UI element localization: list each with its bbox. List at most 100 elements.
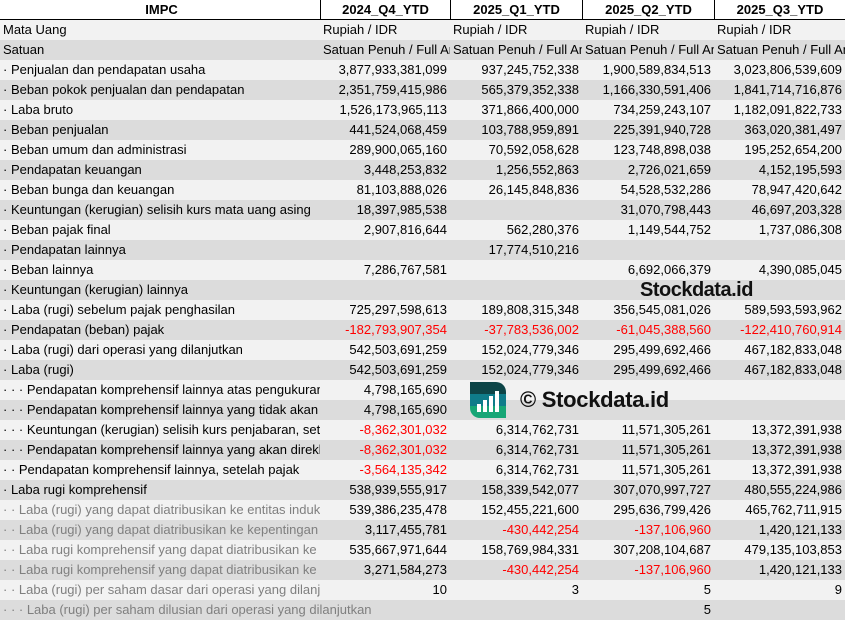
row-label: · · · Pendapatan komprehensif lainnya ya… xyxy=(3,442,320,457)
row-label: · Pendapatan lainnya xyxy=(3,242,126,257)
value-cell: 295,636,799,426 xyxy=(613,502,711,517)
value-cell: Satuan Penuh / Full Amount xyxy=(585,42,714,57)
table-row: · · · Pendapatan komprehensif lainnya ya… xyxy=(0,440,845,460)
value-cell: 363,020,381,497 xyxy=(744,122,842,137)
value-cell: 189,808,315,348 xyxy=(481,302,579,317)
row-label: · · Laba (rugi) per saham dasar dari ope… xyxy=(3,582,320,597)
value-cell: 5 xyxy=(703,602,711,617)
value-cell: 13,372,391,938 xyxy=(751,462,842,477)
period-header: 2025_Q3_YTD xyxy=(714,0,845,19)
row-label: · · Pendapatan komprehensif lainnya, set… xyxy=(3,462,300,477)
value-cell: 7,286,767,581 xyxy=(363,262,447,277)
value-cell: 1,256,552,863 xyxy=(495,162,579,177)
value-cell: 589,593,593,962 xyxy=(744,302,842,317)
value-cell: 11,571,305,261 xyxy=(621,462,711,477)
value-cell: 152,455,221,600 xyxy=(481,502,579,517)
table-row: · Laba bruto 1,526,173,965,113 371,866,400… xyxy=(0,100,845,120)
table-row: · · Laba rugi komprehensif yang dapat di… xyxy=(0,540,845,560)
value-cell: Rupiah / IDR xyxy=(585,22,660,37)
value-cell: 4,798,165,690 xyxy=(363,382,447,397)
row-label: Satuan xyxy=(3,42,45,57)
value-cell: 467,182,833,048 xyxy=(744,342,842,357)
table-row: · Laba rugi komprehensif 538,939,555,917 1… xyxy=(0,480,845,500)
value-cell: 158,769,984,331 xyxy=(481,542,579,557)
value-cell xyxy=(714,600,845,620)
value-cell: 2,351,759,415,986 xyxy=(338,82,447,97)
value-cell: -430,442,254 xyxy=(502,522,579,537)
value-cell: Satuan Penuh / Full Amount xyxy=(323,42,450,57)
value-cell: 1,420,121,133 xyxy=(758,522,842,537)
value-cell: -137,106,960 xyxy=(634,562,711,577)
value-cell: 465,762,711,915 xyxy=(745,502,842,517)
value-cell: 54,528,532,286 xyxy=(620,182,711,197)
table-row: · Pendapatan lainnya 17,774,510,216 xyxy=(0,240,845,260)
row-label: · Beban lainnya xyxy=(3,262,94,277)
value-cell: 1,166,330,591,406 xyxy=(602,82,711,97)
value-cell: 3,448,253,832 xyxy=(363,162,447,177)
value-cell: 307,208,104,687 xyxy=(613,542,711,557)
table-row: · Laba (rugi) 542,503,691,259 152,024,779,… xyxy=(0,360,845,380)
watermark-copyright: © Stockdata.id xyxy=(520,387,669,412)
row-label: · · Laba (rugi) yang dapat diatribusikan… xyxy=(3,522,319,537)
value-cell: 289,900,065,160 xyxy=(349,142,447,157)
value-cell: 4,390,085,045 xyxy=(758,262,842,277)
row-label: Mata Uang xyxy=(3,22,67,37)
value-cell: 13,372,391,938 xyxy=(751,422,842,437)
row-label: · Laba (rugi) xyxy=(3,362,74,377)
value-cell: 26,145,848,836 xyxy=(488,182,579,197)
value-cell: -8,362,301,032 xyxy=(359,442,447,457)
value-cell: 539,386,235,478 xyxy=(349,502,447,517)
value-cell: Rupiah / IDR xyxy=(323,22,398,37)
value-cell xyxy=(320,240,450,260)
value-cell: 441,524,068,459 xyxy=(349,122,447,137)
table-row: · Beban pajak final 2,907,816,644 562,280,… xyxy=(0,220,845,240)
value-cell: -137,106,960 xyxy=(634,522,711,537)
value-cell: 562,280,376 xyxy=(506,222,579,237)
value-cell: -37,783,536,002 xyxy=(484,322,579,337)
value-cell: -3,564,135,342 xyxy=(359,462,447,477)
value-cell: Satuan Penuh / Full Amount xyxy=(717,42,845,57)
value-cell: 195,252,654,200 xyxy=(744,142,842,157)
row-label: · Keuntungan (kerugian) lainnya xyxy=(3,282,189,297)
value-cell: 78,947,420,642 xyxy=(751,182,842,197)
value-cell: 6,314,762,731 xyxy=(495,422,579,437)
table-row: · Pendapatan keuangan 3,448,253,832 1,256,… xyxy=(0,160,845,180)
value-cell: 152,024,779,346 xyxy=(481,362,579,377)
row-label: · · Laba (rugi) yang dapat diatribusikan… xyxy=(3,502,320,517)
value-cell: 725,297,598,613 xyxy=(349,302,447,317)
value-cell: 1,420,121,133 xyxy=(758,562,842,577)
value-cell: -182,793,907,354 xyxy=(345,322,447,337)
value-cell: Satuan Penuh / Full Amount xyxy=(453,42,582,57)
value-cell: 307,070,997,727 xyxy=(613,482,711,497)
period-header: 2025_Q2_YTD xyxy=(582,0,714,19)
row-label: · Pendapatan keuangan xyxy=(3,162,142,177)
table-row: · Beban lainnya 7,286,767,581 6,692,066,37… xyxy=(0,260,845,280)
value-cell xyxy=(450,260,582,280)
row-label: · · · Keuntungan (kerugian) selisih kurs… xyxy=(3,422,320,437)
value-cell: 1,900,589,834,513 xyxy=(602,62,711,77)
value-cell: 9 xyxy=(834,582,842,597)
value-cell xyxy=(714,400,845,420)
value-cell: 1,737,086,308 xyxy=(758,222,842,237)
value-cell: 11,571,305,261 xyxy=(621,442,711,457)
value-cell: 937,245,752,338 xyxy=(481,62,579,77)
value-cell: 225,391,940,728 xyxy=(613,122,711,137)
value-cell: 356,545,081,026 xyxy=(613,302,711,317)
value-cell: 3 xyxy=(571,582,579,597)
row-label: · Penjualan dan pendapatan usaha xyxy=(3,62,206,77)
value-cell: 5 xyxy=(703,582,711,597)
value-cell: 4,798,165,690 xyxy=(363,402,447,417)
value-cell xyxy=(450,200,582,220)
value-cell: 538,939,555,917 xyxy=(349,482,447,497)
row-label: · Beban penjualan xyxy=(3,122,109,137)
row-label: · · · Pendapatan komprehensif lainnya ya… xyxy=(3,402,319,417)
row-label: · · Laba rugi komprehensif yang dapat di… xyxy=(3,562,317,577)
value-cell: 535,667,971,644 xyxy=(349,542,447,557)
value-cell: 6,314,762,731 xyxy=(495,442,579,457)
value-cell: 1,841,714,716,876 xyxy=(733,82,842,97)
value-cell: 6,692,066,379 xyxy=(627,262,711,277)
value-cell: 31,070,798,443 xyxy=(620,202,711,217)
value-cell: 467,182,833,048 xyxy=(744,362,842,377)
value-cell: 3,023,806,539,609 xyxy=(733,62,842,77)
